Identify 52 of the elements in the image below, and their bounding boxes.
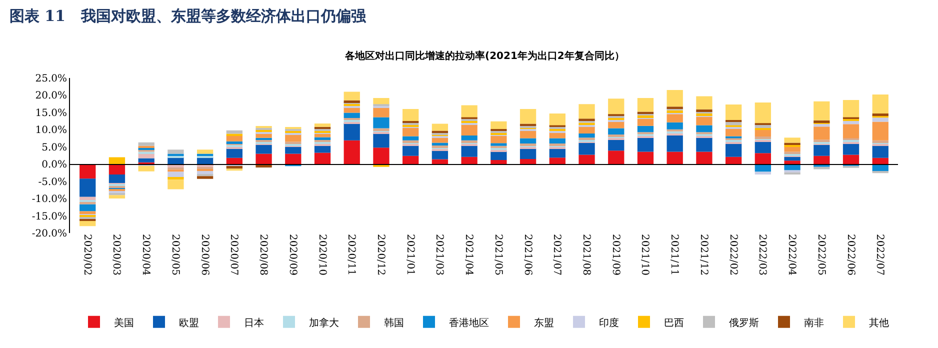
x-tick-label: 2021/01 [404,234,416,276]
x-tick-label: 2020/03 [110,234,122,276]
x-tick-label: 2021/08 [580,234,592,276]
y-tick-label: 0.0% [42,160,67,171]
x-tick-label: 2021/11 [668,234,680,276]
x-tick-label: 2020/07 [228,234,240,276]
legend-label: 东盟 [534,316,554,329]
x-tick-label: 2021/09 [610,234,621,276]
y-tick-label: -10.0% [32,194,67,206]
legend-label: 香港地区 [449,316,489,329]
legend-label: 巴西 [664,318,684,329]
x-tick-label: 2022/07 [874,234,886,276]
y-tick-label: 5.0% [42,142,67,154]
legend-label: 南非 [804,316,824,329]
legend-label: 美国 [114,316,134,329]
x-tick-label: 2020/08 [258,234,269,276]
legend-label: 其他 [869,316,889,329]
x-tick-label: 2021/05 [492,234,504,276]
x-tick-label: 2021/07 [551,234,562,276]
x-tick-label: 2022/06 [844,234,856,276]
legend-label: 印度 [599,316,619,329]
y-tick-label: -15.0% [32,211,67,222]
x-tick-label: 2022/02 [727,234,738,276]
y-tick-label: 25.0% [35,74,67,84]
x-tick-label: 2022/03 [756,234,768,276]
y-tick-label: 10.0% [35,125,67,136]
y-tick-label: 15.0% [35,108,67,119]
legend-label: 韩国 [384,316,404,329]
x-tick-label: 2022/05 [815,234,826,276]
x-tick-label: 2020/12 [374,234,386,276]
x-tick-label: 2021/10 [639,234,650,276]
x-tick-label: 2022/04 [786,234,798,276]
legend-label: 欧盟 [179,316,199,329]
x-tick-label: 2020/05 [169,234,180,276]
chart-subtitle: 各地区对出口同比增速的拉动率(2021年为出口2年复合同比） [344,50,624,62]
legend-label: 俄罗斯 [729,316,759,329]
y-tick-label: -5.0% [38,176,67,188]
legend-label: 日本 [244,316,264,329]
x-tick-label: 2020/10 [316,234,328,276]
x-tick-label: 2020/11 [346,234,357,276]
chart-title: 图表 11 我国对欧盟、东盟等多数经济体出口仍偏强 [9,6,368,25]
x-tick-label: 2021/12 [698,234,709,276]
x-tick-label: 2020/02 [81,234,92,276]
x-tick-label: 2021/06 [522,234,533,276]
x-tick-label: 2021/03 [434,234,445,276]
legend-label: 加拿大 [309,316,339,329]
y-tick-label: -20.0% [32,228,67,240]
x-tick-label: 2020/06 [198,234,210,276]
x-tick-label: 2020/04 [140,234,152,276]
y-tick-label: 20.0% [35,90,67,102]
x-tick-label: 2020/09 [286,234,298,276]
x-tick-label: 2021/04 [463,234,474,276]
